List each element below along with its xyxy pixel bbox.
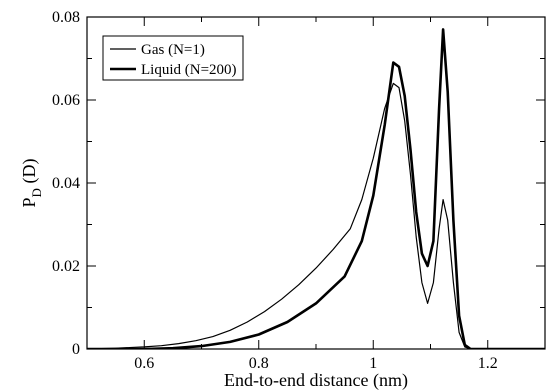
legend-label-gas: Gas (N=1) bbox=[141, 42, 205, 58]
y-axis-label: PD (D) bbox=[19, 159, 44, 208]
x-tick-label: 1.2 bbox=[478, 355, 498, 372]
x-tick-label: 0.6 bbox=[134, 355, 154, 372]
legend-box bbox=[102, 35, 244, 81]
legend-label-liquid: Liquid (N=200) bbox=[141, 62, 237, 78]
y-tick-label: 0.04 bbox=[52, 175, 80, 192]
series-line-liquid bbox=[87, 28, 545, 349]
plot-area bbox=[87, 28, 545, 349]
x-tick-label: 1 bbox=[369, 355, 377, 372]
series-line-gas bbox=[87, 82, 545, 349]
x-tick-label: 0.8 bbox=[249, 355, 269, 372]
y-tick-label: 0.08 bbox=[52, 9, 80, 26]
x-axis-label: End-to-end distance (nm) bbox=[224, 370, 408, 391]
legend: Gas (N=1) Liquid (N=200) bbox=[102, 35, 244, 81]
y-tick-label: 0.06 bbox=[52, 92, 80, 109]
y-tick-label: 0 bbox=[72, 341, 80, 358]
y-tick-label: 0.02 bbox=[52, 258, 80, 275]
axes: 0.6 0.8 1 1.2 0 0.02 0.04 0.06 0.08 End-to-end di… bbox=[19, 9, 546, 391]
